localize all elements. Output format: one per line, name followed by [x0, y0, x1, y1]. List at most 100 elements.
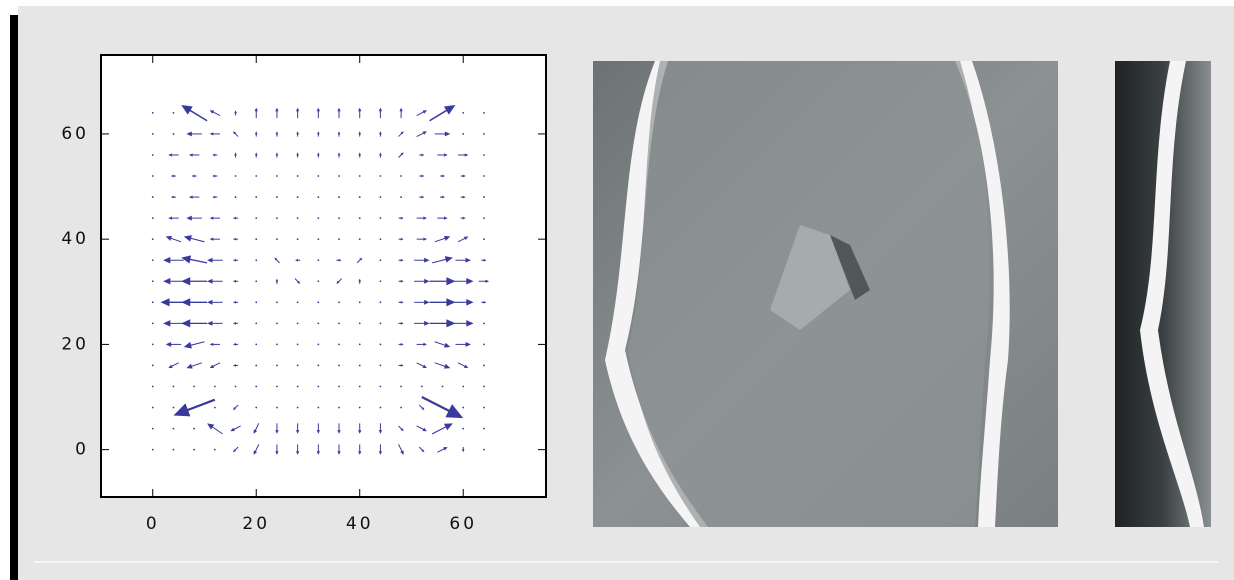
arrow-dot: [483, 427, 485, 430]
arrow-head: [186, 215, 192, 221]
arrow: [275, 423, 279, 434]
arrow: [193, 427, 196, 430]
arrow: [232, 131, 239, 137]
arrow-dot: [400, 196, 403, 198]
arrow-head: [400, 131, 404, 135]
plot-area: [101, 55, 546, 497]
arrow-head: [443, 447, 448, 451]
arrow-head: [400, 237, 404, 241]
arrow: [207, 423, 223, 435]
arrow-dot: [234, 175, 237, 177]
arrow-dot: [400, 385, 403, 388]
arrow-dot: [296, 301, 299, 304]
arrow-head: [183, 235, 192, 242]
arrow-head: [191, 174, 195, 178]
arrow: [483, 175, 485, 177]
arrow: [457, 362, 469, 369]
arrow-head: [444, 342, 451, 348]
arrow-head: [462, 216, 466, 220]
arrow: [232, 258, 239, 262]
arrow: [379, 406, 382, 409]
arrow: [255, 280, 258, 283]
arrow-dot: [358, 364, 361, 367]
arrow-head: [443, 423, 453, 431]
arrow: [379, 152, 382, 158]
arrow: [460, 216, 466, 220]
arrow-dot: [234, 385, 237, 388]
arrow-dot: [358, 385, 361, 388]
arrow: [183, 341, 205, 349]
arrow: [379, 322, 382, 325]
arrow-dot: [151, 196, 154, 198]
arrow: [207, 320, 223, 326]
arrow: [207, 257, 223, 263]
arrow: [317, 322, 320, 325]
arrow-dot: [317, 364, 320, 367]
arrow: [255, 385, 258, 388]
arrow: [151, 196, 154, 198]
arrow-dot: [358, 301, 361, 304]
arrow: [295, 423, 300, 434]
arrow: [255, 343, 258, 346]
arrow: [452, 320, 474, 327]
arrow-head: [485, 279, 490, 283]
arrow: [253, 444, 260, 455]
arrow-dot: [213, 448, 216, 451]
arrow: [209, 362, 221, 369]
arrow: [462, 385, 465, 388]
arrow: [437, 447, 448, 453]
arrow-head: [232, 131, 237, 135]
arrow: [172, 385, 175, 388]
arrow: [358, 217, 361, 220]
arrow-dot: [379, 322, 382, 325]
arrow-dot: [151, 133, 154, 135]
arrow-dot: [462, 111, 465, 114]
arrow: [462, 406, 465, 409]
arrow: [338, 343, 340, 346]
arrow-dot: [462, 133, 465, 135]
arrow-head: [275, 152, 279, 156]
arrow-head: [234, 152, 237, 156]
arrow: [418, 404, 425, 411]
arrow-dot: [358, 238, 361, 241]
arrow-head: [232, 343, 236, 346]
arrow: [193, 448, 196, 451]
arrow-dot: [462, 427, 465, 430]
arrow: [163, 278, 184, 285]
arrow: [275, 444, 279, 455]
arrow: [434, 341, 451, 348]
arrow: [232, 343, 239, 346]
arrow-head: [337, 131, 341, 135]
arrow-dot: [317, 301, 320, 304]
arrow: [209, 342, 221, 347]
image-band: [955, 61, 1010, 527]
arrow: [337, 444, 341, 455]
arrow-head: [234, 110, 237, 114]
arrow: [398, 237, 404, 241]
arrow: [254, 131, 258, 137]
arrow-head: [424, 299, 430, 305]
arrow: [379, 217, 382, 220]
arrow: [437, 153, 448, 157]
arrow-dot: [379, 238, 382, 241]
arrow-dot: [172, 385, 175, 388]
arrow: [168, 216, 179, 220]
cell-bracket: [10, 15, 18, 580]
arrow: [437, 216, 448, 220]
arrow-head: [232, 237, 236, 241]
arrow: [209, 110, 221, 116]
arrow-dot: [441, 385, 444, 388]
arrow: [276, 175, 278, 177]
arrow-dot: [255, 301, 258, 304]
arrow-dot: [358, 322, 361, 325]
arrow: [338, 217, 340, 220]
arrow-head: [358, 451, 362, 455]
arrow-head: [316, 152, 320, 156]
arrow: [151, 154, 154, 156]
arrow-head: [209, 110, 215, 114]
arrow-dot: [276, 217, 278, 220]
arrow-dot: [151, 175, 154, 177]
arrow-head: [163, 320, 171, 327]
arrow-head: [466, 299, 474, 306]
arrow: [275, 278, 279, 284]
